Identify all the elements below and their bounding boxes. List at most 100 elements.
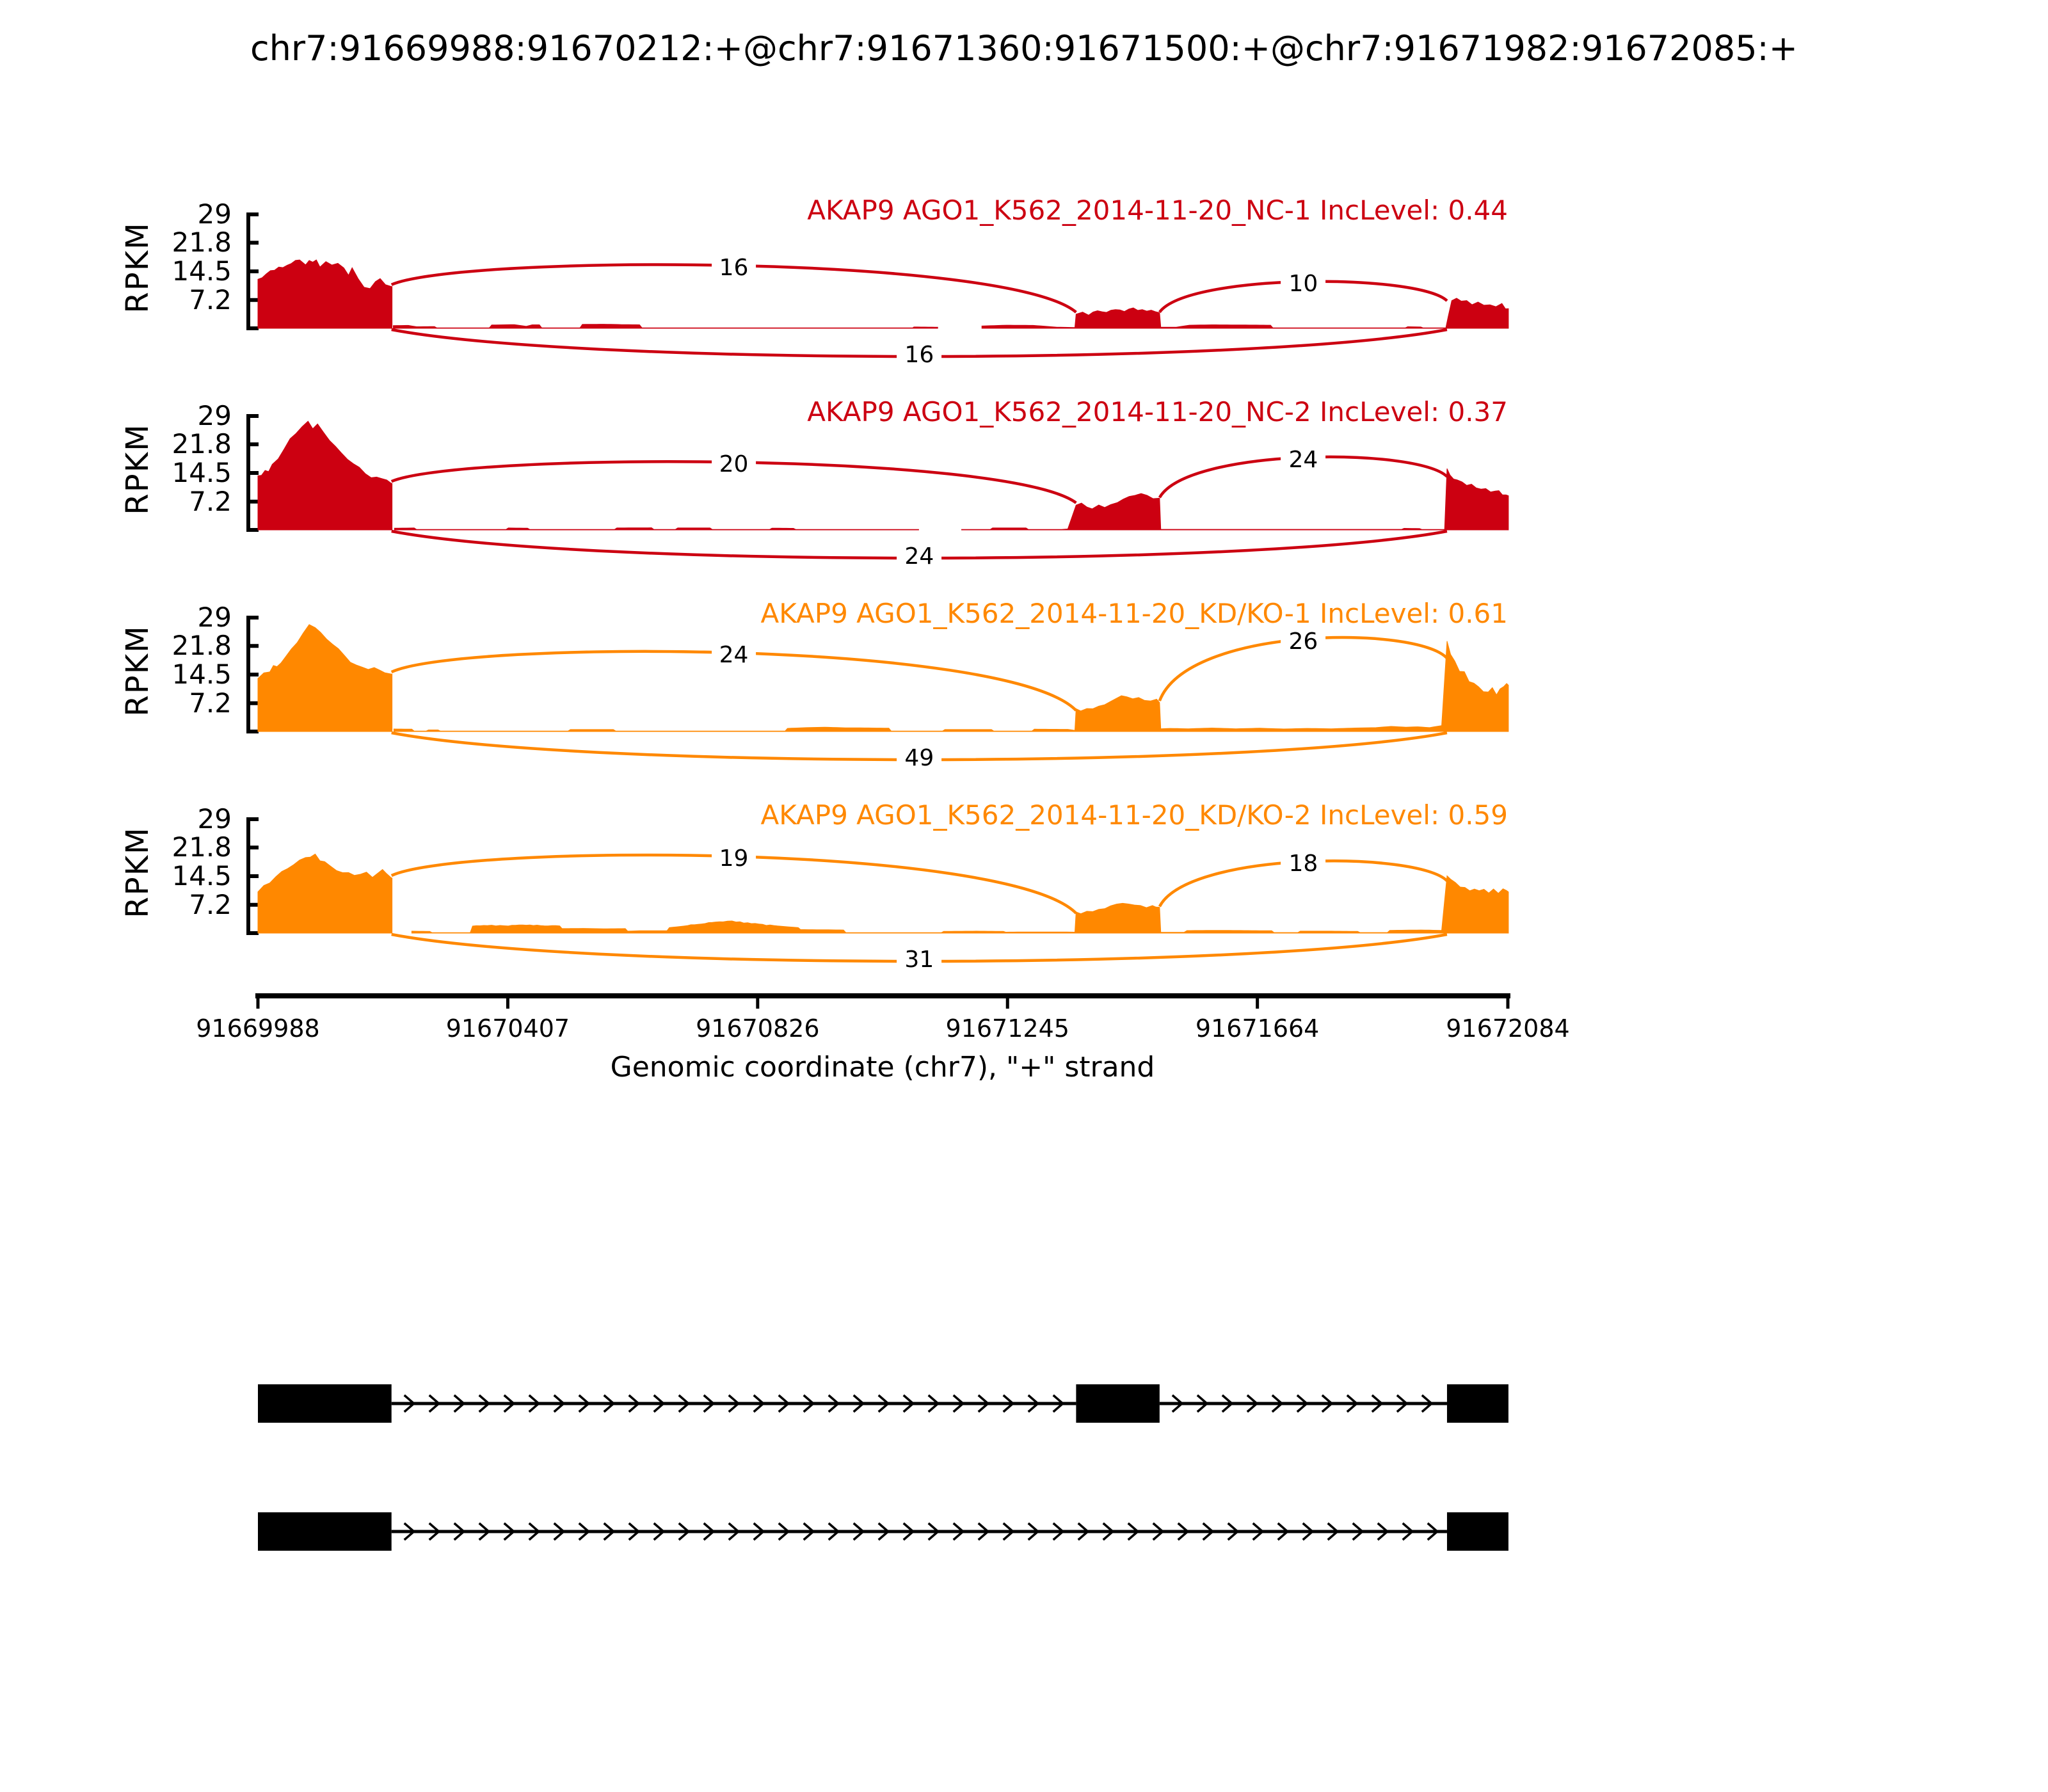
intron-arrow-icon xyxy=(1027,1394,1040,1413)
intron-arrow-icon xyxy=(952,1522,965,1541)
x-tick-label: 91670826 xyxy=(696,1014,820,1043)
intron-arrow-icon xyxy=(1352,1522,1364,1541)
y-tick-label: 7.2 xyxy=(189,485,232,517)
intron-arrow-icon xyxy=(578,1394,591,1413)
x-tick-label: 91672084 xyxy=(1446,1014,1570,1043)
intron-arrow-icon xyxy=(653,1394,666,1413)
intron-arrow-icon xyxy=(1327,1522,1340,1541)
intron-arrow-icon xyxy=(902,1522,915,1541)
y-tick-label: 21.8 xyxy=(172,227,232,259)
intron-arrow-icon xyxy=(778,1522,790,1541)
intron-arrow-icon xyxy=(1221,1394,1234,1413)
y-tick-label: 21.8 xyxy=(172,630,232,662)
intron-arrow-icon xyxy=(828,1394,840,1413)
intron-arrow-icon xyxy=(778,1394,790,1413)
x-tick-label: 91669988 xyxy=(196,1014,320,1043)
intron-arrow-icon xyxy=(828,1522,840,1541)
intron-arrow-icon xyxy=(1127,1522,1140,1541)
intron-arrow-icon xyxy=(1077,1522,1090,1541)
y-tick-label: 14.5 xyxy=(172,255,232,287)
intron-arrow-icon xyxy=(553,1394,566,1413)
exon-box xyxy=(1076,1384,1160,1423)
intron-arrow-icon xyxy=(1202,1522,1215,1541)
plot-title: chr7:91669988:91670212:+@chr7:91671360:9… xyxy=(250,28,1798,68)
track-label-2: AKAP9 AGO1_K562_2014-11-20_NC-2 IncLevel… xyxy=(807,396,1508,428)
junction-count-label: 24 xyxy=(897,544,942,570)
intron-arrow-icon xyxy=(1152,1522,1165,1541)
coverage-area xyxy=(257,624,1509,732)
intron-arrow-icon xyxy=(1271,1394,1284,1413)
intron-arrow-icon xyxy=(1027,1522,1040,1541)
intron-arrow-icon xyxy=(1421,1394,1434,1413)
intron-arrow-icon xyxy=(877,1394,890,1413)
intron-arrow-icon xyxy=(927,1394,940,1413)
track-label-4: AKAP9 AGO1_K562_2014-11-20_KD/KO-2 IncLe… xyxy=(760,799,1508,831)
intron-arrow-icon xyxy=(1171,1394,1184,1413)
intron-arrow-icon xyxy=(553,1522,566,1541)
intron-arrow-icon xyxy=(803,1394,815,1413)
intron-arrow-icon xyxy=(703,1394,716,1413)
junction-count-label: 19 xyxy=(711,846,756,872)
x-tick-label: 91671664 xyxy=(1195,1014,1320,1043)
y-tick-label: 7.2 xyxy=(189,687,232,719)
y-tick-label: 29 xyxy=(197,602,232,633)
sashimi-track-2 xyxy=(246,414,1509,560)
intron-arrow-icon xyxy=(1102,1522,1115,1541)
intron-arrow-icon xyxy=(578,1522,591,1541)
intron-arrow-icon xyxy=(603,1522,616,1541)
intron-arrow-icon xyxy=(1427,1522,1439,1541)
junction-count-label: 31 xyxy=(897,947,942,973)
junction-count-label: 16 xyxy=(897,342,942,368)
intron-arrow-icon xyxy=(952,1394,965,1413)
y-axis-title: RPKM xyxy=(120,826,156,918)
y-tick-label: 7.2 xyxy=(189,888,232,920)
intron-arrow-icon xyxy=(603,1394,616,1413)
intron-arrow-icon xyxy=(1002,1394,1015,1413)
intron-arrow-icon xyxy=(1296,1394,1309,1413)
junction-count-label: 10 xyxy=(1281,271,1326,298)
y-tick-label: 29 xyxy=(197,803,232,835)
x-tick-label: 91670407 xyxy=(445,1014,570,1043)
x-tick-label: 91671245 xyxy=(945,1014,1069,1043)
intron-arrow-icon xyxy=(1277,1522,1290,1541)
intron-arrow-icon xyxy=(1246,1394,1259,1413)
intron-arrow-icon xyxy=(1302,1522,1315,1541)
intron-arrow-icon xyxy=(703,1522,716,1541)
isoform-inclusion xyxy=(258,1384,1508,1423)
coverage-area xyxy=(257,853,1509,934)
x-axis-title: Genomic coordinate (chr7), "+" strand xyxy=(610,1051,1155,1084)
intron-arrow-icon xyxy=(653,1522,666,1541)
intron-arrow-icon xyxy=(1052,1522,1065,1541)
junction-count-label: 26 xyxy=(1281,628,1326,655)
exon-box xyxy=(1446,1512,1508,1551)
y-tick-label: 21.8 xyxy=(172,428,232,460)
intron-arrow-icon xyxy=(1196,1394,1209,1413)
intron-arrow-icon xyxy=(1377,1522,1389,1541)
x-axis xyxy=(255,993,1510,1009)
intron-arrow-icon xyxy=(528,1394,541,1413)
intron-arrow-icon xyxy=(1227,1522,1240,1541)
intron-arrow-icon xyxy=(902,1394,915,1413)
sashimi-track-4 xyxy=(246,817,1509,963)
intron-arrow-icon xyxy=(403,1394,416,1413)
y-tick-label: 21.8 xyxy=(172,831,232,863)
intron-arrow-icon xyxy=(753,1522,765,1541)
intron-arrow-icon xyxy=(478,1522,491,1541)
intron-arrow-icon xyxy=(428,1394,441,1413)
junction-count-label: 16 xyxy=(711,255,756,281)
intron-arrow-icon xyxy=(453,1522,466,1541)
y-axis-title: RPKM xyxy=(120,221,156,314)
intron-arrow-icon xyxy=(852,1522,865,1541)
intron-arrow-icon xyxy=(1321,1394,1334,1413)
isoform-skipping xyxy=(258,1512,1508,1551)
junction-count-label: 24 xyxy=(711,642,756,668)
intron-arrow-icon xyxy=(753,1394,765,1413)
intron-arrow-icon xyxy=(927,1522,940,1541)
intron-arrow-icon xyxy=(728,1394,740,1413)
intron-arrow-icon xyxy=(977,1394,990,1413)
intron-arrow-icon xyxy=(628,1394,641,1413)
coverage-area xyxy=(257,420,1509,531)
y-axis-title: RPKM xyxy=(120,423,156,515)
track-label-1: AKAP9 AGO1_K562_2014-11-20_NC-1 IncLevel… xyxy=(807,195,1508,226)
